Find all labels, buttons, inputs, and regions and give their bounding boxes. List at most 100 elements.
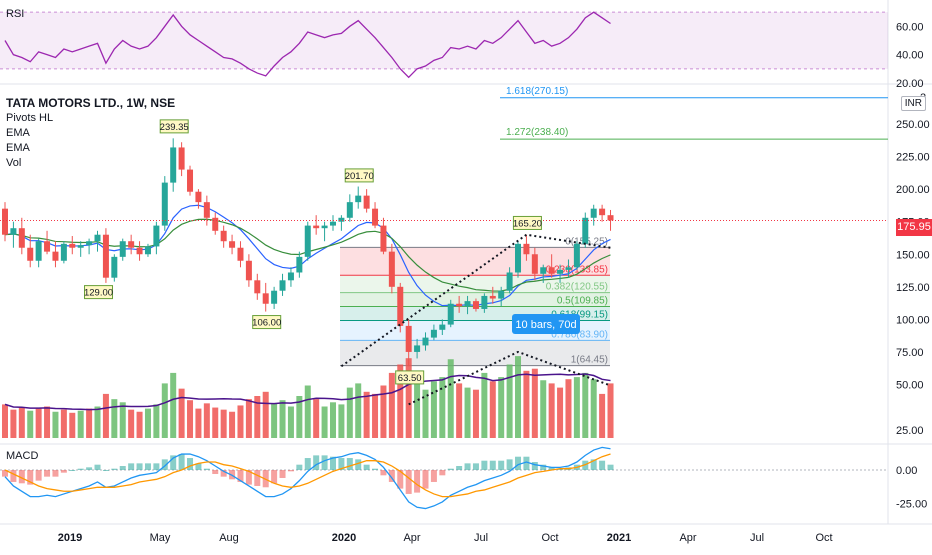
macd-histogram-bar [531,462,538,470]
volume-bar [27,410,34,438]
volume-bar [296,396,303,438]
volume-bar [397,364,404,438]
macd-histogram-bar [144,463,151,470]
price-axis-label: 100.00 [896,314,930,326]
measure-tooltip [512,314,580,334]
price-axis-label: 200.00 [896,184,930,196]
volume-bar [212,407,219,438]
volume-bar [60,409,67,438]
macd-histogram-bar [414,470,421,493]
macd-histogram-bar [372,468,379,470]
candle-body [245,260,252,281]
candle-body [380,225,387,252]
candle-body [44,241,51,252]
legend-indicator-ema-1[interactable]: EMA [6,127,30,139]
legend-indicator-vol[interactable]: Vol [6,157,22,169]
candle-body [329,221,336,226]
macd-histogram-bar [405,470,412,494]
macd-histogram-bar [456,466,463,470]
volume-bar [35,408,42,438]
candle-body [405,325,412,352]
candle-body [599,208,606,216]
fib-level-label: 1(64.45) [571,355,608,366]
fib-level-label: 0.5(109.85) [557,296,608,307]
volume-bar [565,379,572,438]
pivot-label-text: 239.35 [160,122,189,133]
fib-level-label: 0.786(83.90) [551,329,608,340]
candle-body [119,241,126,257]
macd-histogram-bar [161,459,168,470]
candle-body [422,337,429,346]
volume-bar [271,403,278,438]
macd-histogram-bar [153,463,160,470]
candle-body [296,256,303,273]
macd-histogram-bar [195,463,202,470]
volume-bar [195,408,202,438]
macd-histogram-bar [203,468,210,470]
candle-body [170,147,177,183]
candle-body [287,272,294,281]
macd-histogram-bar [10,470,17,482]
time-axis-label: 2019 [58,532,82,544]
candle-body [60,243,67,261]
candle-body [187,169,194,192]
current-price-tag: 175.95 [896,219,932,236]
macd-histogram-bar [86,467,93,470]
legend-indicator-pivots[interactable]: Pivots HL [6,112,54,124]
time-axis-label: Apr [403,532,420,544]
volume-bar [355,383,362,438]
price-axis-label: 250.00 [896,119,930,131]
candle-body [346,202,353,218]
rsi-line [4,11,611,79]
volume-bar [178,388,185,438]
candle-body [178,147,185,170]
macd-histogram-bar [271,470,278,484]
price-axis-label: 25.00 [896,425,924,437]
candle-body [128,241,135,248]
volume-bar [2,404,8,438]
macd-histogram-bar [523,456,530,470]
candle-body [220,230,227,242]
macd-tick-label: 0.00 [896,465,917,477]
volume-bar [44,406,51,438]
macd-histogram-bar [397,470,404,489]
macd-histogram-bar [540,464,547,470]
fib-extension-label: 1.618(270.15) [506,86,568,97]
candle-body [531,254,538,274]
macd-histogram-bar [464,463,471,470]
volume-bar [77,410,84,438]
macd-histogram-bar [279,470,286,478]
candle-body [481,295,488,309]
legend-indicator-ema-2[interactable]: EMA [6,142,30,154]
candle-body [506,272,513,291]
macd-histogram-bar [27,470,34,485]
macd-histogram-bar [52,470,59,477]
macd-histogram-bar [111,468,118,470]
candle-body [229,241,236,248]
volume-bar [69,412,76,438]
pivot-label-box [512,215,542,230]
volume-bar [489,381,496,438]
fib-zone [340,340,610,366]
currency-button[interactable]: INR [900,96,926,111]
volume-bar [86,408,93,438]
macd-histogram-bar [245,470,252,485]
time-axis-label: 2020 [332,532,356,544]
candle-body [27,247,34,261]
candle-body [2,208,8,235]
macd-histogram-bar [447,468,454,470]
candle-body [573,243,580,268]
candle-body [430,329,437,338]
volume-bar [590,379,597,438]
macd-histogram-bar [380,470,387,476]
fib-level-label: 0.618(99.15) [551,309,608,320]
pivot-label-text: 129.00 [84,288,113,299]
macd-histogram-bar [329,456,336,470]
volume-bar [321,406,328,438]
volume-bar [203,403,210,438]
pivot-label-text: 106.00 [252,318,281,329]
macd-histogram-bar [60,470,67,473]
candle-body [338,217,345,222]
volume-bar [523,370,530,438]
